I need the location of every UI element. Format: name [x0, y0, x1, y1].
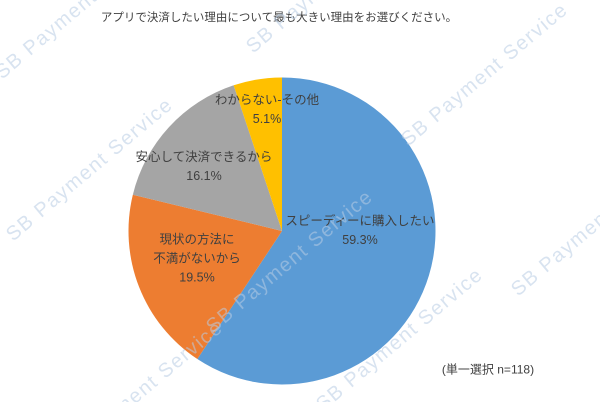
label-pct: 19.5% [179, 270, 215, 285]
label-pct: 5.1% [252, 112, 282, 126]
watermark-text: SB Payment Service [507, 149, 600, 301]
label-line: 現状の方法に [159, 232, 235, 247]
label-line: 安心して決済できるから [135, 150, 273, 164]
pie-slice-secure-payment [132, 85, 282, 231]
pie-slice-dont-know-other [233, 77, 282, 231]
label-pct: 59.3% [342, 233, 378, 247]
sample-size-note: (単一選択 n=118) [441, 362, 535, 377]
chart-title: アプリで決済したい理由について最も大きい理由をお選びください。 [100, 12, 458, 24]
pie-slice-current-method-ok [128, 194, 282, 360]
slice-label-other: わからない-その他 5.1% [215, 91, 319, 129]
slice-label-secure: 安心して決済できるから 16.1% [136, 148, 273, 186]
pie-slice-speedy [197, 77, 436, 385]
label-pct: 16.1% [186, 169, 222, 183]
label-line: スピーディーに購入したい [285, 214, 435, 228]
pie-chart [128, 77, 436, 385]
label-line: 不満がないから [153, 251, 241, 266]
slice-label-current-method: 現状の方法に 不満がないから 19.5% [153, 231, 241, 288]
label-line: わからない-その他 [214, 93, 320, 107]
slice-label-speedy: スピーディーに購入したい 59.3% [285, 212, 434, 250]
